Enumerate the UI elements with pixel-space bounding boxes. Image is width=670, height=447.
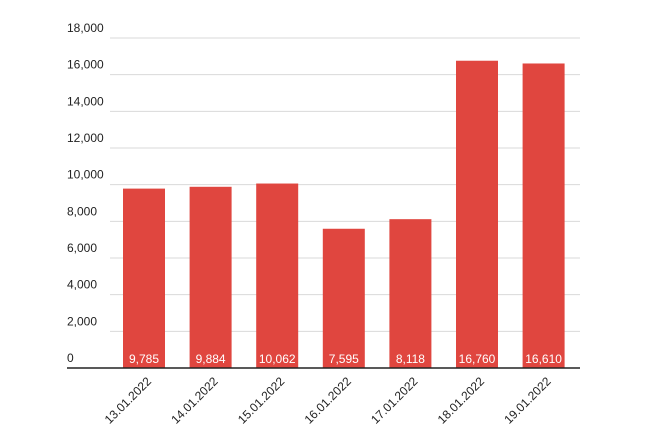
y-tick-label: 12,000 [67,131,104,145]
value-label: 8,118 [396,352,425,366]
y-tick-label: 10,000 [67,168,104,182]
value-label: 9,785 [129,352,159,366]
y-tick-label: 14,000 [67,94,104,108]
value-label: 7,595 [329,352,359,366]
x-tick-label: 16.01.2022 [302,374,355,427]
value-label: 10,062 [259,352,296,366]
x-tick-label: 18.01.2022 [435,374,488,427]
bar [189,186,232,368]
y-tick-label: 18,000 [67,21,104,35]
y-tick-label: 4,000 [67,278,97,292]
value-label: 16,610 [525,352,562,366]
y-tick-label: 2,000 [67,314,97,328]
bar [123,188,165,368]
x-tick-label: 15.01.2022 [235,374,288,427]
x-tick-label: 14.01.2022 [168,374,221,427]
bar [322,228,365,368]
x-tick-label: 17.01.2022 [368,374,421,427]
value-label: 16,760 [459,352,496,366]
x-tick-label: 13.01.2022 [102,374,155,427]
x-tick-label: 19.01.2022 [501,374,554,427]
y-tick-label: 0 [67,351,74,365]
bar [456,60,498,368]
bar [389,219,432,368]
value-label: 9,884 [196,352,226,366]
y-tick-label: 6,000 [67,241,97,255]
bar [256,183,299,368]
bar [522,63,565,368]
y-tick-label: 8,000 [67,204,97,218]
y-tick-label: 16,000 [67,58,104,72]
